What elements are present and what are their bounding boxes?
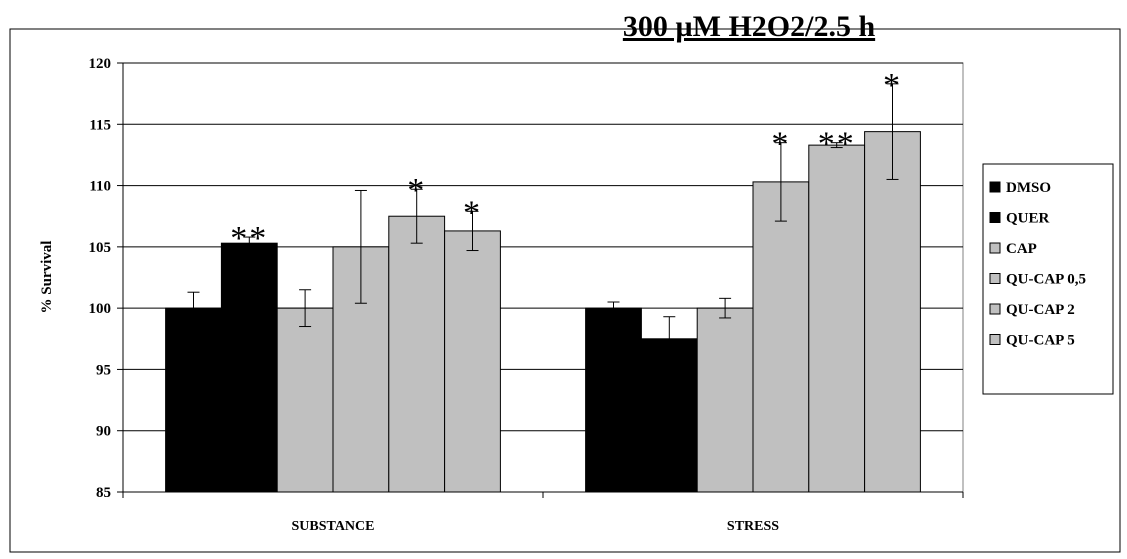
- y-tick-label: 115: [89, 117, 111, 133]
- legend-box: [982, 163, 1114, 395]
- bar-qu-cap-2: [388, 215, 446, 493]
- y-tick-label: 85: [96, 485, 111, 501]
- bar-quer: [220, 242, 278, 493]
- legend: DMSO QUER CAP QU-CAP 0,5 QU-CAP 2 QU-CAP 5: [982, 163, 1114, 395]
- bars: ***** ***: [165, 67, 921, 493]
- legend-swatch: [989, 334, 1001, 345]
- significance-marker: *: [407, 172, 426, 209]
- bar-dmso: [165, 307, 222, 493]
- x-tick-label: STRESS: [727, 519, 779, 534]
- significance-marker: *: [463, 194, 482, 231]
- legend-swatch: [989, 273, 1001, 284]
- legend-swatch: [989, 212, 1001, 223]
- significance-marker: *: [771, 126, 790, 163]
- y-tick-label: 90: [96, 424, 111, 440]
- y-axis-label: % Survival: [39, 241, 55, 314]
- significance-marker: **: [230, 220, 268, 257]
- x-tick-label: SUBSTANCE: [292, 519, 375, 534]
- significance-marker: *: [883, 67, 902, 104]
- y-tick-label: 120: [89, 56, 112, 72]
- legend-swatch: [989, 303, 1001, 315]
- bar-qu-cap-5: [864, 131, 921, 493]
- bar-quer: [640, 338, 698, 493]
- bar-cap: [276, 307, 334, 493]
- legend-label: DMSO: [1006, 180, 1051, 196]
- bar-qu-cap-0-5: [752, 181, 810, 493]
- y-tick-label: 110: [89, 179, 111, 195]
- legend-swatch: [989, 242, 1001, 254]
- significance-marker: **: [818, 126, 856, 163]
- y-tick-label: 100: [89, 301, 112, 317]
- legend-label: QU-CAP 2: [1006, 302, 1075, 318]
- legend-label: CAP: [1006, 241, 1037, 257]
- legend-swatch: [989, 181, 1001, 193]
- bar-dmso: [585, 307, 642, 493]
- legend-label: QUER: [1006, 211, 1050, 227]
- y-tick-label: 105: [89, 240, 112, 256]
- bar-qu-cap-2: [808, 144, 866, 493]
- chart-title: 300 µM H2O2/2.5 h: [623, 10, 876, 43]
- legend-label: QU-CAP 5: [1006, 333, 1075, 349]
- axes: 85 90 95 100 105 110 115 120 SUBSTANCE STRESS: [89, 56, 964, 534]
- legend-label: QU-CAP 0,5: [1006, 272, 1086, 288]
- bar-qu-cap-5: [444, 230, 501, 493]
- bar-cap: [696, 307, 754, 493]
- y-tick-label: 95: [96, 362, 111, 378]
